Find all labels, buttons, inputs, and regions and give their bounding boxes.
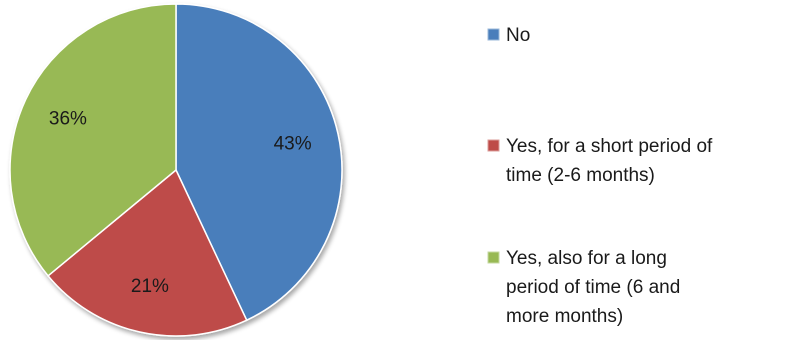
slice-labels: 43% 21% 36% [49, 109, 312, 298]
legend-item-short-period: Yes, for a short period of time (2-6 mont… [487, 136, 713, 186]
pie-slices [9, 3, 343, 337]
slice-label-short-period: 21% [131, 276, 169, 297]
pie-slice-long-period [9, 3, 177, 277]
legend-label-long-period-line-3: more months) [506, 306, 623, 327]
legend-label-no-line-1: No [506, 25, 530, 46]
slice-label-no: 43% [274, 133, 312, 154]
legend-swatch-short-period [487, 139, 500, 152]
legend: No Yes, for a short period of time (2-6 mo… [487, 25, 713, 327]
slice-label-long-period: 36% [49, 109, 87, 130]
pie-slice-short-period [47, 168, 248, 337]
legend-swatch-no [487, 28, 500, 41]
legend-label-short-period-line-1: Yes, for a short period of [506, 136, 713, 157]
pie-slice-no [175, 3, 343, 322]
legend-swatch-long-period [487, 251, 500, 264]
legend-item-no: No [487, 25, 530, 46]
legend-label-long-period-line-2: period of time (6 and [506, 277, 680, 298]
legend-label-short-period-line-2: time (2-6 months) [506, 165, 655, 186]
legend-label-long-period-line-1: Yes, also for a long [506, 248, 667, 269]
legend-item-long-period: Yes, also for a long period of time (6 an… [487, 248, 680, 327]
